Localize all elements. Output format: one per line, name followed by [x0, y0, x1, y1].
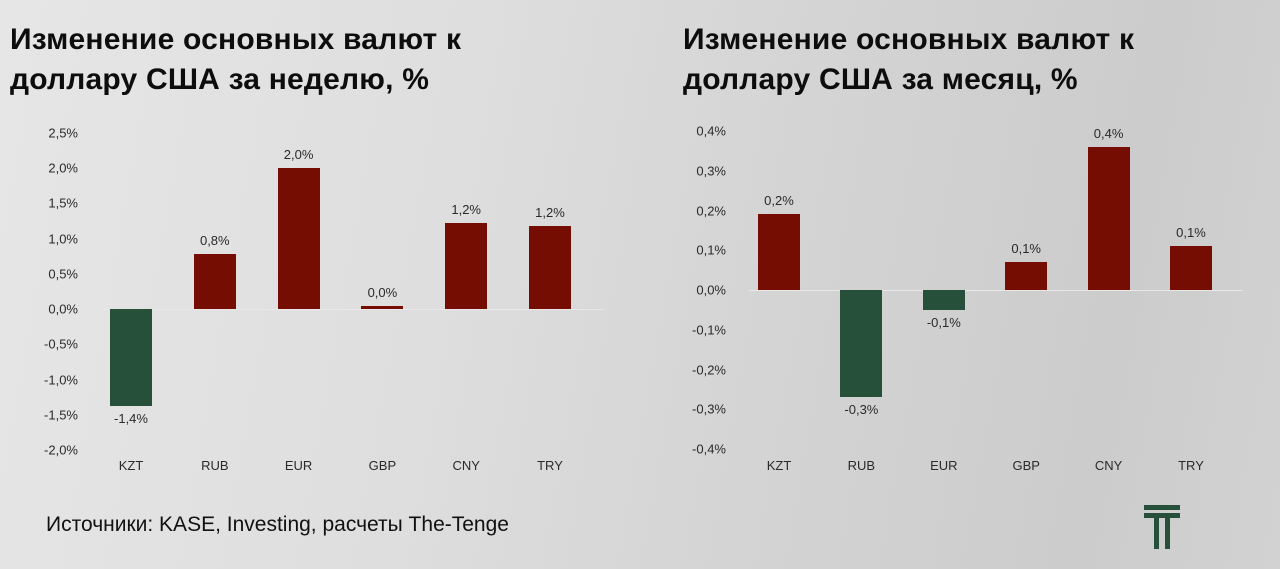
y-axis-tick: -0,5%	[44, 336, 78, 352]
bar-gbp	[1005, 262, 1048, 290]
y-axis-tick: 0,0%	[696, 282, 726, 298]
x-axis-tick-try: TRY	[1178, 458, 1204, 473]
data-label-rub: -0,3%	[844, 402, 879, 418]
zero-baseline	[101, 309, 604, 311]
data-label-kzt: 0,2%	[764, 193, 794, 209]
tenge-t-logo-icon	[1144, 505, 1180, 549]
data-label-try: 0,1%	[1176, 225, 1206, 241]
y-axis-tick: -0,2%	[692, 362, 726, 377]
y-axis-tick: 0,3%	[696, 163, 726, 179]
x-axis-tick-eur: EUR	[284, 458, 313, 473]
bar-gbp	[361, 306, 404, 310]
right-title-line2: доллару США за месяц, %	[683, 63, 1078, 96]
bar-kzt	[110, 309, 152, 406]
x-axis-tick-rub: RUB	[201, 458, 229, 473]
y-axis-tick: 0,2%	[696, 203, 726, 218]
x-axis-tick-cny: CNY	[452, 458, 480, 473]
data-label-cny: 0,4%	[1093, 125, 1124, 141]
data-label-eur: -0,1%	[926, 314, 961, 330]
left-title-line1: Изменение основных валют к	[10, 23, 462, 56]
data-label-gbp: 0,0%	[367, 285, 398, 301]
y-axis-tick: 0,0%	[48, 301, 78, 317]
x-axis-tick-kzt: KZT	[118, 458, 144, 473]
bar-rub	[840, 290, 883, 398]
y-axis-tick: -2,0%	[44, 442, 78, 458]
zero-baseline	[749, 290, 1244, 291]
bar-eur	[277, 168, 320, 310]
y-axis-tick: 0,4%	[696, 123, 726, 139]
x-axis-tick-gbp: GBP	[368, 458, 397, 473]
data-label-try: 1,2%	[535, 204, 565, 220]
y-axis-tick: 2,0%	[48, 160, 78, 176]
y-axis-tick: -0,3%	[692, 401, 726, 417]
data-label-gbp: 0,1%	[1011, 241, 1041, 257]
left-title-line2: доллару США за неделю, %	[10, 63, 430, 96]
y-axis-tick: 1,5%	[48, 195, 78, 211]
bar-kzt	[758, 214, 800, 290]
y-axis-tick: -0,4%	[692, 441, 726, 457]
y-axis-tick: 0,1%	[696, 242, 726, 258]
y-axis-tick: 2,5%	[48, 125, 78, 141]
right-chart-title: Изменение основных валют к доллару США з…	[683, 20, 1134, 100]
bar-cny	[1087, 146, 1130, 290]
x-axis-tick-eur: EUR	[930, 458, 958, 473]
data-label-rub: 0,8%	[199, 233, 230, 249]
x-axis-tick-cny: CNY	[1094, 458, 1123, 473]
left-chart-title: Изменение основных валют к доллару США з…	[10, 20, 461, 100]
y-axis-tick: -0,1%	[692, 322, 726, 338]
source-note: Источники: KASE, Investing, расчеты The-…	[46, 513, 509, 536]
bar-cny	[445, 223, 488, 310]
y-axis-tick: 1,0%	[48, 231, 78, 247]
data-label-kzt: -1,4%	[114, 410, 148, 426]
x-axis-tick-try: TRY	[537, 458, 563, 473]
y-axis-tick: -1,5%	[44, 407, 78, 423]
bar-rub	[193, 254, 236, 310]
data-label-cny: 1,2%	[451, 202, 481, 218]
y-axis-tick: -1,0%	[44, 372, 78, 388]
right-title-line1: Изменение основных валют к	[683, 23, 1135, 56]
data-label-eur: 2,0%	[283, 147, 314, 163]
bar-try	[1170, 246, 1212, 290]
x-axis-tick-kzt: KZT	[766, 458, 792, 473]
x-axis-tick-gbp: GBP	[1012, 458, 1040, 473]
bar-try	[529, 225, 571, 310]
x-axis-tick-rub: RUB	[847, 458, 876, 473]
bar-eur	[922, 290, 965, 310]
y-axis-tick: 0,5%	[48, 266, 78, 282]
